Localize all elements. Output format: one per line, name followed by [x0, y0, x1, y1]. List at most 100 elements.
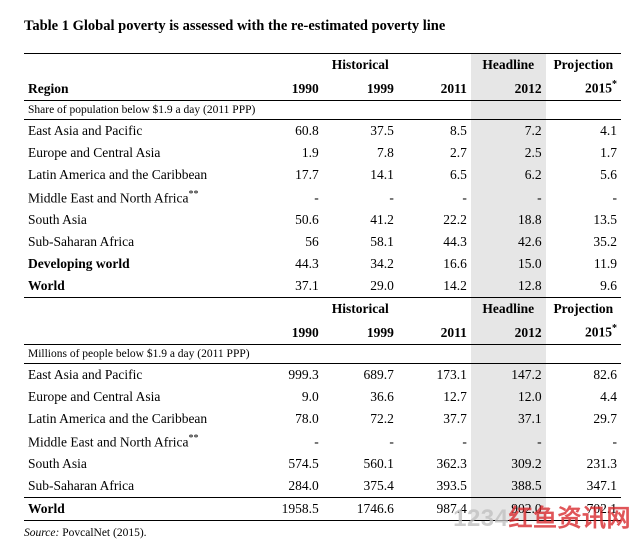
cell: 29.7	[546, 408, 621, 430]
region-label: East Asia and Pacific	[24, 119, 249, 142]
cell: 702.1	[546, 498, 621, 521]
cell: 1746.6	[323, 498, 398, 521]
cell: 173.1	[398, 363, 471, 386]
header-2012: 2012	[471, 76, 546, 100]
table-row: Latin America and the Caribbean 78.0 72.…	[24, 408, 621, 430]
cell: 5.6	[546, 164, 621, 186]
cell: 6.2	[471, 164, 546, 186]
cell: 14.2	[398, 275, 471, 298]
region-label: World	[24, 498, 249, 521]
cell: -	[323, 186, 398, 210]
header-1999: 1999	[323, 320, 398, 344]
header-2015: 2015*	[546, 320, 621, 344]
cell: 2.7	[398, 142, 471, 164]
region-label: East Asia and Pacific	[24, 363, 249, 386]
cell: -	[546, 430, 621, 454]
cell: 9.0	[249, 386, 323, 408]
cell: 12.7	[398, 386, 471, 408]
header-1990: 1990	[249, 320, 323, 344]
cell: 17.7	[249, 164, 323, 186]
cell: 4.4	[546, 386, 621, 408]
cell: 15.0	[471, 253, 546, 275]
cell: 987.4	[398, 498, 471, 521]
table-row: Sub-Saharan Africa 56 58.1 44.3 42.6 35.…	[24, 231, 621, 253]
cell: 1.9	[249, 142, 323, 164]
region-label: Latin America and the Caribbean	[24, 164, 249, 186]
cell: 999.3	[249, 363, 323, 386]
region-label: Sub-Saharan Africa	[24, 475, 249, 498]
cell: 6.5	[398, 164, 471, 186]
cell: 902.0	[471, 498, 546, 521]
region-label: Developing world	[24, 253, 249, 275]
header-years-row: Region 1990 1999 2011 2012 2015*	[24, 76, 621, 100]
cell: 37.1	[249, 275, 323, 298]
cell: 362.3	[398, 453, 471, 475]
cell: 41.2	[323, 209, 398, 231]
cell: -	[546, 186, 621, 210]
table-row: Latin America and the Caribbean 17.7 14.…	[24, 164, 621, 186]
header-2011: 2011	[398, 320, 471, 344]
region-label: Latin America and the Caribbean	[24, 408, 249, 430]
cell: 44.3	[249, 253, 323, 275]
cell: 58.1	[323, 231, 398, 253]
cell: 36.6	[323, 386, 398, 408]
table-row: Middle East and North Africa** - - - - -	[24, 186, 621, 210]
cell: 12.0	[471, 386, 546, 408]
header-historical: Historical	[323, 298, 398, 321]
cell: -	[249, 186, 323, 210]
cell: 284.0	[249, 475, 323, 498]
table-row: South Asia 50.6 41.2 22.2 18.8 13.5	[24, 209, 621, 231]
cell: 8.5	[398, 119, 471, 142]
table-row: East Asia and Pacific 999.3 689.7 173.1 …	[24, 363, 621, 386]
cell: -	[471, 186, 546, 210]
region-label: Europe and Central Asia	[24, 142, 249, 164]
cell: 18.8	[471, 209, 546, 231]
table-row: Middle East and North Africa** - - - - -	[24, 430, 621, 454]
subhead-share: Share of population below $1.9 a day (20…	[24, 100, 621, 119]
cell: 56	[249, 231, 323, 253]
header-top-row-b: Historical Headline Projection	[24, 298, 621, 321]
cell: 574.5	[249, 453, 323, 475]
table-row: World 37.1 29.0 14.2 12.8 9.6	[24, 275, 621, 298]
table-row: Sub-Saharan Africa 284.0 375.4 393.5 388…	[24, 475, 621, 498]
cell: 82.6	[546, 363, 621, 386]
cell: 347.1	[546, 475, 621, 498]
header-region: Region	[24, 76, 249, 100]
cell: 22.2	[398, 209, 471, 231]
cell: 37.7	[398, 408, 471, 430]
cell: 388.5	[471, 475, 546, 498]
cell: 60.8	[249, 119, 323, 142]
header-projection: Projection	[546, 298, 621, 321]
cell: 12.8	[471, 275, 546, 298]
table-row: World 1958.5 1746.6 987.4 902.0 702.1	[24, 498, 621, 521]
source-line: Source: PovcalNet (2015).	[24, 527, 621, 539]
cell: -	[249, 430, 323, 454]
cell: 42.6	[471, 231, 546, 253]
region-label: South Asia	[24, 209, 249, 231]
cell: 37.1	[471, 408, 546, 430]
table-row: East Asia and Pacific 60.8 37.5 8.5 7.2 …	[24, 119, 621, 142]
cell: 9.6	[546, 275, 621, 298]
cell: 560.1	[323, 453, 398, 475]
cell: 309.2	[471, 453, 546, 475]
header-top-row: Historical Headline Projection	[24, 54, 621, 77]
cell: 29.0	[323, 275, 398, 298]
cell: 34.2	[323, 253, 398, 275]
cell: 1.7	[546, 142, 621, 164]
table-title: Table 1 Global poverty is assessed with …	[24, 18, 621, 35]
header-2015: 2015*	[546, 76, 621, 100]
cell: -	[471, 430, 546, 454]
cell: 14.1	[323, 164, 398, 186]
region-label: South Asia	[24, 453, 249, 475]
cell: 689.7	[323, 363, 398, 386]
header-1990: 1990	[249, 76, 323, 100]
cell: 7.8	[323, 142, 398, 164]
header-years-row-b: 1990 1999 2011 2012 2015*	[24, 320, 621, 344]
region-label: Europe and Central Asia	[24, 386, 249, 408]
cell: 37.5	[323, 119, 398, 142]
cell: -	[398, 186, 471, 210]
region-label: Middle East and North Africa**	[24, 430, 249, 454]
cell: 72.2	[323, 408, 398, 430]
cell: 1958.5	[249, 498, 323, 521]
table-row: Europe and Central Asia 1.9 7.8 2.7 2.5 …	[24, 142, 621, 164]
